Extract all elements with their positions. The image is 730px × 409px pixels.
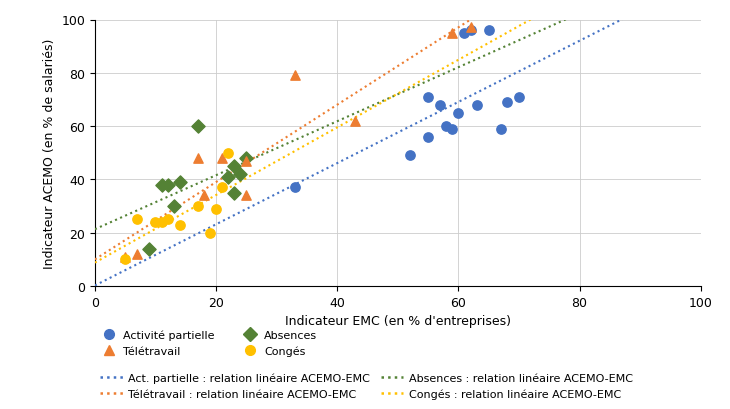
Point (289, 185, 301, 191)
Point (228, 163, 240, 170)
Point (465, 25, 477, 31)
Point (131, 251, 143, 258)
Point (440, 124, 452, 130)
Point (120, 256, 131, 263)
Point (228, 190, 240, 196)
Y-axis label: Indicateur ACEMO (en % de salariés): Indicateur ACEMO (en % de salariés) (43, 38, 55, 268)
Point (174, 179, 185, 186)
Point (162, 182, 174, 189)
Point (453, 110, 464, 117)
Point (150, 219, 161, 226)
Point (216, 185, 228, 191)
Point (210, 206, 222, 213)
Legend: Act. partielle : relation linéaire ACEMO-EMC, Télétravail : relation linéaire AC: Act. partielle : relation linéaire ACEMO… (101, 373, 633, 399)
Legend: Activité partielle, Télétravail, Absences, Congés: Activité partielle, Télétravail, Absence… (101, 330, 318, 356)
Point (241, 193, 253, 199)
Point (513, 94, 525, 101)
Point (422, 94, 434, 101)
Point (471, 102, 483, 109)
Point (458, 30, 470, 37)
Point (192, 124, 204, 130)
Point (174, 222, 185, 228)
Point (434, 102, 446, 109)
Point (192, 203, 204, 210)
Point (501, 99, 512, 106)
Point (234, 171, 246, 178)
Point (162, 217, 174, 223)
Point (131, 217, 143, 223)
Point (422, 134, 434, 141)
Point (404, 153, 416, 159)
Point (223, 150, 234, 157)
Point (204, 230, 216, 236)
Point (192, 155, 204, 162)
Point (483, 28, 495, 34)
Point (155, 182, 167, 189)
Point (447, 126, 458, 133)
Point (223, 174, 234, 180)
Point (155, 219, 167, 226)
Point (495, 126, 507, 133)
Point (241, 155, 253, 162)
Point (289, 73, 301, 79)
Point (144, 246, 155, 252)
Point (198, 193, 210, 199)
Point (447, 30, 458, 37)
Point (216, 155, 228, 162)
Point (350, 118, 361, 125)
Point (241, 158, 253, 164)
Point (120, 254, 131, 261)
Point (465, 28, 477, 34)
Point (168, 203, 180, 210)
X-axis label: Indicateur EMC (en % d'entreprises): Indicateur EMC (en % d'entreprises) (285, 315, 511, 328)
